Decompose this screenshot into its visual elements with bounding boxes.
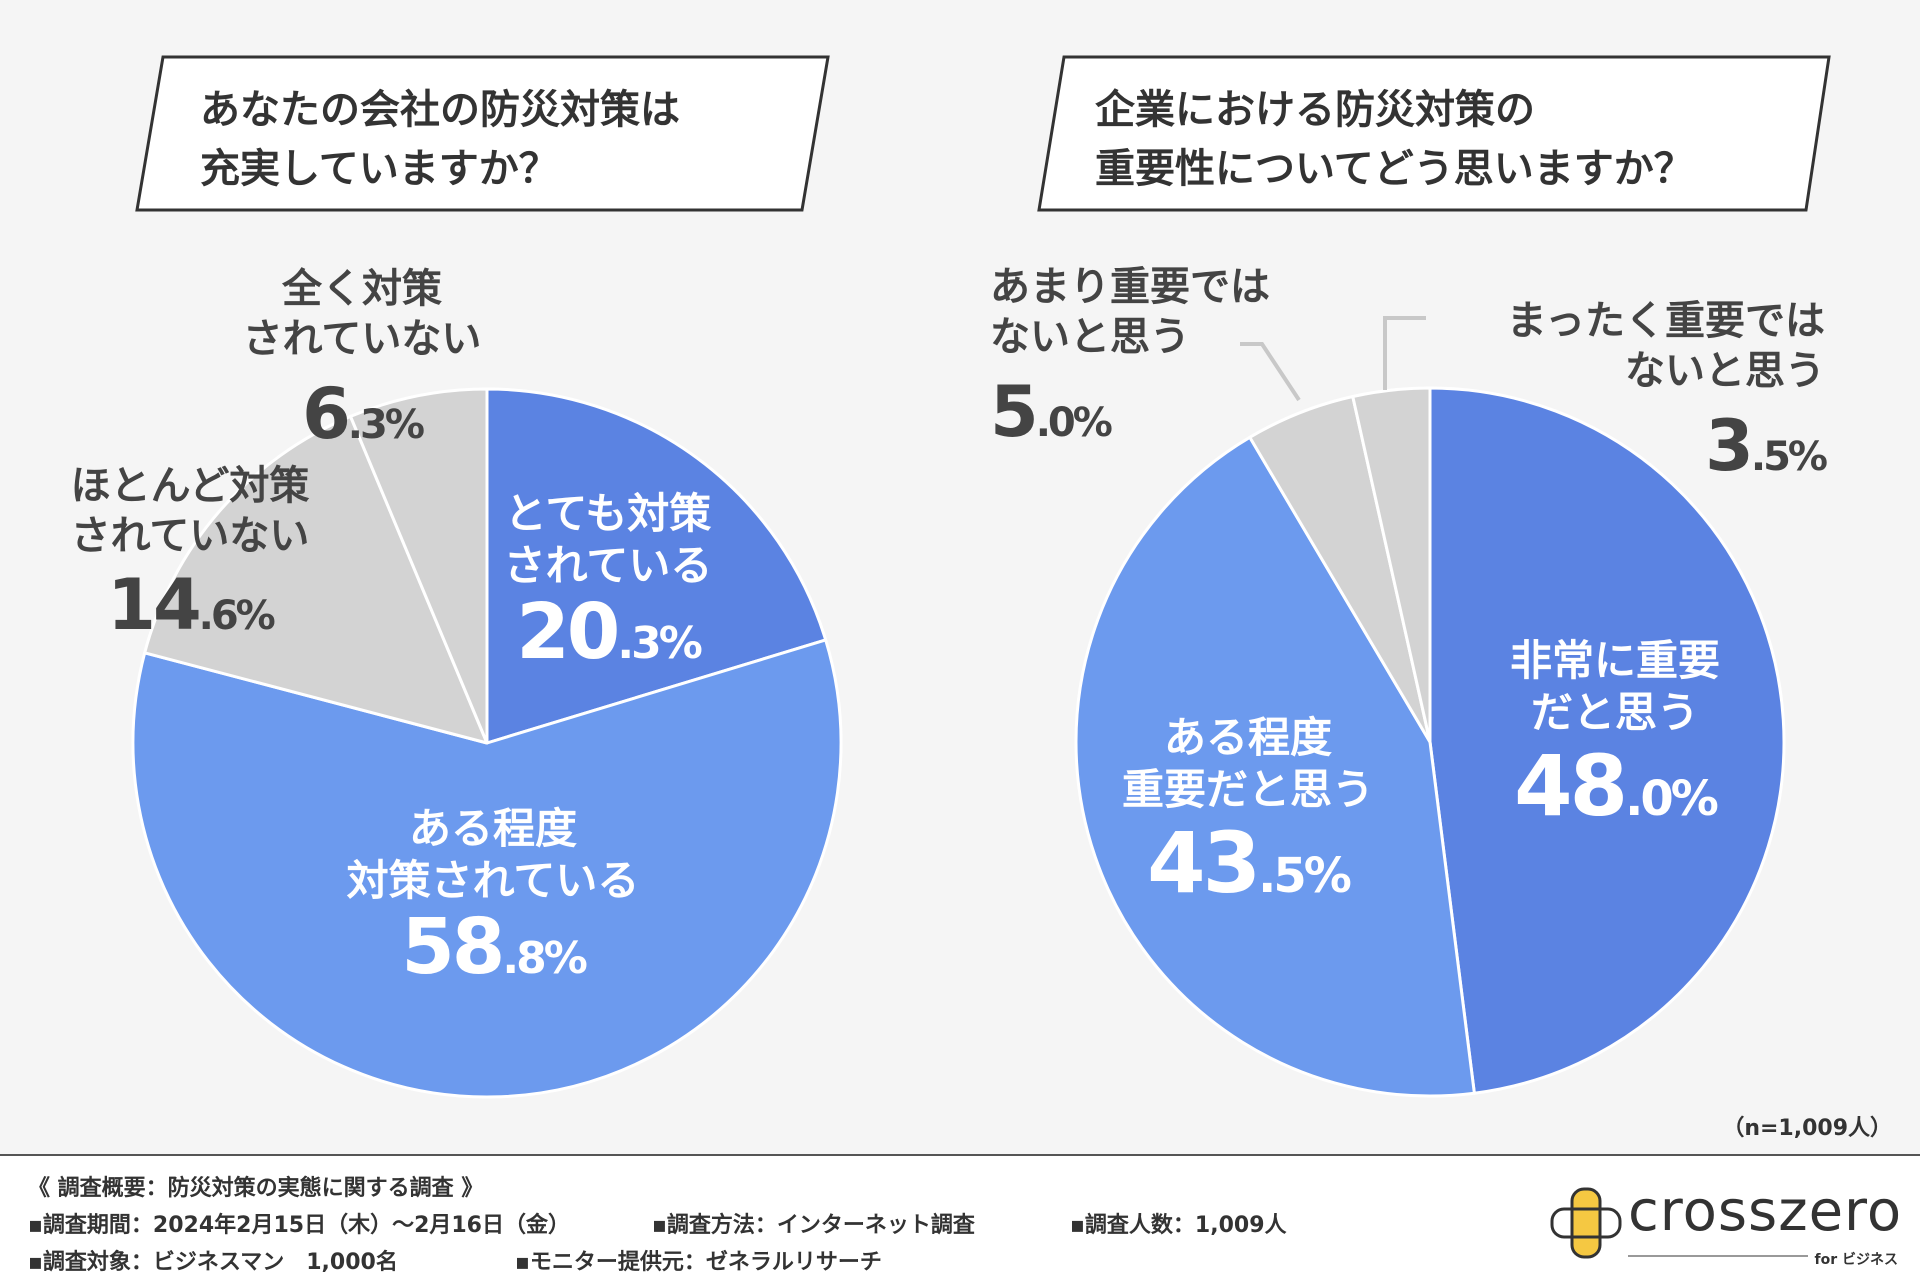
pie-1-slice-2-label-line-1: ないと思う [990, 314, 1190, 360]
pie-1-slice-0-value-frac: .0% [1625, 771, 1718, 827]
pie-1-slice-2-value-main: 5 [990, 371, 1036, 453]
pie-1-slice-0-label-line-0: 非常に重要 [1510, 636, 1720, 685]
pie-1-slice-1 [1074, 435, 1476, 1098]
pie-1-slice-1-label-line-1: 重要だと思う [1122, 765, 1374, 814]
pie-1-slice-1-value-main: 43 [1147, 814, 1258, 912]
logo-wordmark: crosszero [1628, 1179, 1903, 1244]
right-title-line1: 企業における防災対策の [1095, 87, 1535, 133]
pie-1-slice-3-label-line-0: まったく重要では [1507, 298, 1825, 344]
pie-1-slice-0 [1428, 386, 1786, 1095]
left-title-box: あなたの会社の防災対策は 充実していますか？ [135, 55, 830, 212]
pie-0-slice-1-value: 58.8% [401, 903, 586, 992]
pie-0-slice-2-label-line-1: されていない [71, 513, 310, 559]
pie-1-slice-1-label-line-0: ある程度 [1164, 713, 1332, 762]
pie-1-slice-3 [1351, 386, 1432, 744]
pie-0-slice-1 [131, 638, 843, 1099]
pie-1-slice-0-value-main: 48 [1514, 737, 1625, 835]
pie-1-slice-1-value: 43.5% [1147, 814, 1351, 912]
right-title-line2: 重要性についてどう思いますか？ [1095, 146, 1694, 192]
pie-0-slice-2 [143, 414, 489, 745]
pie-chart-right: 非常に重要だと思う48.0%ある程度重要だと思う43.5%あまり重要ではないと思… [990, 264, 1830, 1098]
survey-period: ▪調査期間：2024年2月15日（木）～2月16日（金） [28, 1213, 570, 1238]
pie-0-slice-3-value-main: 6 [302, 373, 348, 455]
pie-0-slice-0 [485, 387, 828, 745]
pie-chart-left: とても対策されている20.3%ある程度対策されている58.8%ほとんど対策されて… [71, 266, 843, 1099]
pie-0-slice-3 [349, 387, 489, 745]
pie-0-slice-3-label-line-1: されていない [243, 316, 482, 362]
pie-0-slice-2-value-frac: .6% [199, 593, 275, 639]
left-title-line1: あなたの会社の防災対策は [200, 87, 680, 133]
pie-0-slice-0-value: 20.3% [516, 588, 701, 677]
pie-1-slice-2-label-line-0: あまり重要では [990, 264, 1270, 310]
pie-1-slice-2-value: 5.0% [990, 371, 1112, 453]
chart-canvas: あなたの会社の防災対策は 充実していますか？ 企業における防災対策の 重要性につ… [71, 55, 1831, 1099]
pie-0-slice-1-label-line-1: 対策されている [347, 856, 640, 905]
pie-0-slice-1-value-frac: .8% [502, 933, 586, 984]
pie-1-slice-2-value-frac: .0% [1036, 400, 1112, 446]
pie-0-slice-2-value-main: 14 [107, 564, 199, 646]
pie-0-slice-3-label-line-0: 全く対策 [281, 266, 442, 312]
survey-provider: ▪モニター提供元：ゼネラルリサーチ [515, 1250, 882, 1275]
crosszero-logo: crosszero for ビジネス [1548, 1179, 1901, 1268]
survey-method: ▪調査方法：インターネット調査 [652, 1213, 975, 1238]
pie-1-slice-3-value: 3.5% [1705, 405, 1827, 487]
survey-summary: 《 調査概要：防災対策の実態に関する調査 》 [28, 1176, 484, 1201]
pie-0-slice-0-label-line-0: とても対策 [505, 489, 712, 538]
logo-subtitle: for ビジネス [1814, 1252, 1899, 1268]
sample-size: （n=1,009人） [1722, 1116, 1892, 1141]
pie-0-slice-1-label-line-0: ある程度 [409, 804, 577, 853]
right-title-box: 企業における防災対策の 重要性についてどう思いますか？ [1037, 55, 1831, 212]
pie-1-slice-3-value-frac: .5% [1751, 434, 1827, 480]
leader-lines [1240, 316, 1426, 402]
survey-target: ▪調査対象：ビジネスマン 1,000名 [28, 1250, 398, 1275]
logo-divider [1628, 1255, 1808, 1257]
cross-logo-icon [1550, 1187, 1622, 1259]
pie-0-slice-0-value-frac: .3% [617, 618, 701, 669]
pie-0-slice-3-value: 6.3% [302, 373, 424, 455]
pie-0-slice-0-label-line-1: されている [504, 541, 713, 590]
leader-line-rarely [1240, 342, 1301, 402]
pie-0-slice-2-value: 14.6% [107, 564, 274, 646]
leader-line-not-at-all [1383, 316, 1426, 390]
survey-count: ▪調査人数：1,009人 [1070, 1213, 1287, 1238]
pie-1-slice-0-value: 48.0% [1514, 737, 1718, 835]
pie-1-slice-3-label-line-1: ないと思う [1625, 348, 1825, 394]
pie-0-slice-3-value-frac: .3% [348, 402, 424, 448]
pie-0-slice-0-value-main: 20 [516, 588, 617, 677]
pie-0-slice-1-value-main: 58 [401, 903, 502, 992]
left-title-line2: 充実していますか？ [200, 146, 559, 192]
pie-1-slice-1-value-frac: .5% [1258, 848, 1351, 904]
pie-1-slice-3-value-main: 3 [1705, 405, 1751, 487]
pie-0-slice-2-label-line-0: ほとんど対策 [71, 463, 310, 509]
pie-1-slice-0-label-line-1: だと思う [1531, 688, 1699, 737]
